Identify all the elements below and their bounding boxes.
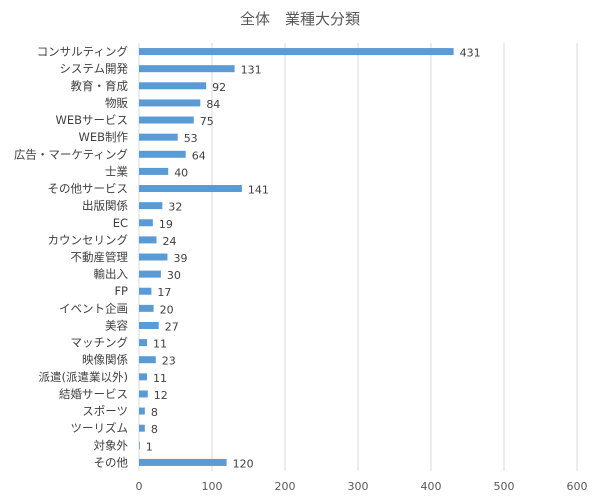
x-tick-label: 400 <box>421 480 442 493</box>
data-label: 17 <box>157 286 171 299</box>
category-label: 士業 <box>105 164 128 178</box>
bar <box>139 65 235 73</box>
x-tick-label: 600 <box>567 480 588 493</box>
x-tick-label: 300 <box>348 480 369 493</box>
data-label: 11 <box>153 372 167 385</box>
bar <box>139 133 178 141</box>
data-label: 64 <box>192 149 206 162</box>
category-label: 教育・育成 <box>71 79 129 93</box>
data-label: 11 <box>153 338 167 351</box>
bar <box>139 356 156 364</box>
x-tick-label: 100 <box>202 480 223 493</box>
chart-title: 全体 業種大分類 <box>240 10 360 28</box>
category-label: ツーリズム <box>71 421 129 435</box>
data-label: 27 <box>165 320 179 333</box>
bar <box>139 407 145 415</box>
bar <box>139 48 454 56</box>
data-label: 12 <box>154 389 168 402</box>
category-label: イベント企画 <box>59 301 128 315</box>
category-label: マッチング <box>71 336 129 350</box>
category-label: カウンセリング <box>48 233 129 247</box>
bar <box>139 202 163 210</box>
category-label: 出版関係 <box>82 199 128 213</box>
bar <box>139 373 148 381</box>
bar <box>139 458 227 466</box>
bar <box>139 150 186 158</box>
x-tick-label: 200 <box>275 480 296 493</box>
bar <box>139 441 140 449</box>
category-label: WEB制作 <box>78 130 128 144</box>
gridlines: 0 100 200 300 400 500 600 <box>136 43 588 493</box>
data-label: 1 <box>146 440 153 453</box>
category-label: その他 <box>94 455 129 469</box>
data-label: 39 <box>173 252 187 265</box>
data-label: 8 <box>151 406 158 419</box>
bar <box>139 321 159 329</box>
category-label: EC <box>113 216 128 230</box>
bar <box>139 390 148 398</box>
category-label: 対象外 <box>94 438 129 452</box>
data-label: 20 <box>160 303 174 316</box>
bar <box>139 219 153 227</box>
category-label: 美容 <box>105 318 128 332</box>
data-label: 120 <box>233 457 254 470</box>
data-label: 30 <box>167 269 181 282</box>
category-label: 不動産管理 <box>71 250 129 264</box>
data-label: 32 <box>168 201 182 214</box>
data-label: 431 <box>460 47 481 60</box>
bar <box>139 304 154 312</box>
category-label: FP <box>114 284 128 298</box>
data-label: 131 <box>241 64 262 77</box>
data-label: 19 <box>159 218 173 231</box>
bar <box>139 270 161 278</box>
data-label: 75 <box>200 115 214 128</box>
data-label: 40 <box>174 166 188 179</box>
data-label: 8 <box>151 423 158 436</box>
data-label: 53 <box>184 132 198 145</box>
category-label: 結婚サービス <box>59 387 128 401</box>
bar <box>139 253 168 261</box>
category-label: WEBサービス <box>55 113 128 127</box>
category-label: 広告・マーケティング <box>14 147 129 161</box>
bar <box>139 82 207 90</box>
bar <box>139 116 194 124</box>
x-tick-label: 0 <box>136 480 143 493</box>
category-label: 輸出入 <box>94 267 129 281</box>
bar <box>139 339 148 347</box>
bar <box>139 185 242 193</box>
bar <box>139 287 152 295</box>
category-label: 映像関係 <box>82 353 128 367</box>
category-label: 物販 <box>105 96 128 110</box>
category-label: スポーツ <box>82 404 128 418</box>
category-label: システム開発 <box>59 62 128 76</box>
category-label: 派遣(派遣業以外) <box>39 370 128 384</box>
category-label: その他サービス <box>48 182 129 196</box>
bar <box>139 99 201 107</box>
data-label: 92 <box>212 81 226 94</box>
x-tick-label: 500 <box>494 480 515 493</box>
bars: コンサルティング 431 システム開発 131 教育・育成 92 物販 84 WEBサービス 75… <box>14 45 481 471</box>
category-label: コンサルティング <box>37 45 129 59</box>
bar <box>139 167 169 175</box>
bar <box>139 424 145 432</box>
data-label: 84 <box>206 98 220 111</box>
data-label: 24 <box>163 235 177 248</box>
data-label: 141 <box>248 184 269 197</box>
bar <box>139 236 157 244</box>
data-label: 23 <box>162 355 176 368</box>
